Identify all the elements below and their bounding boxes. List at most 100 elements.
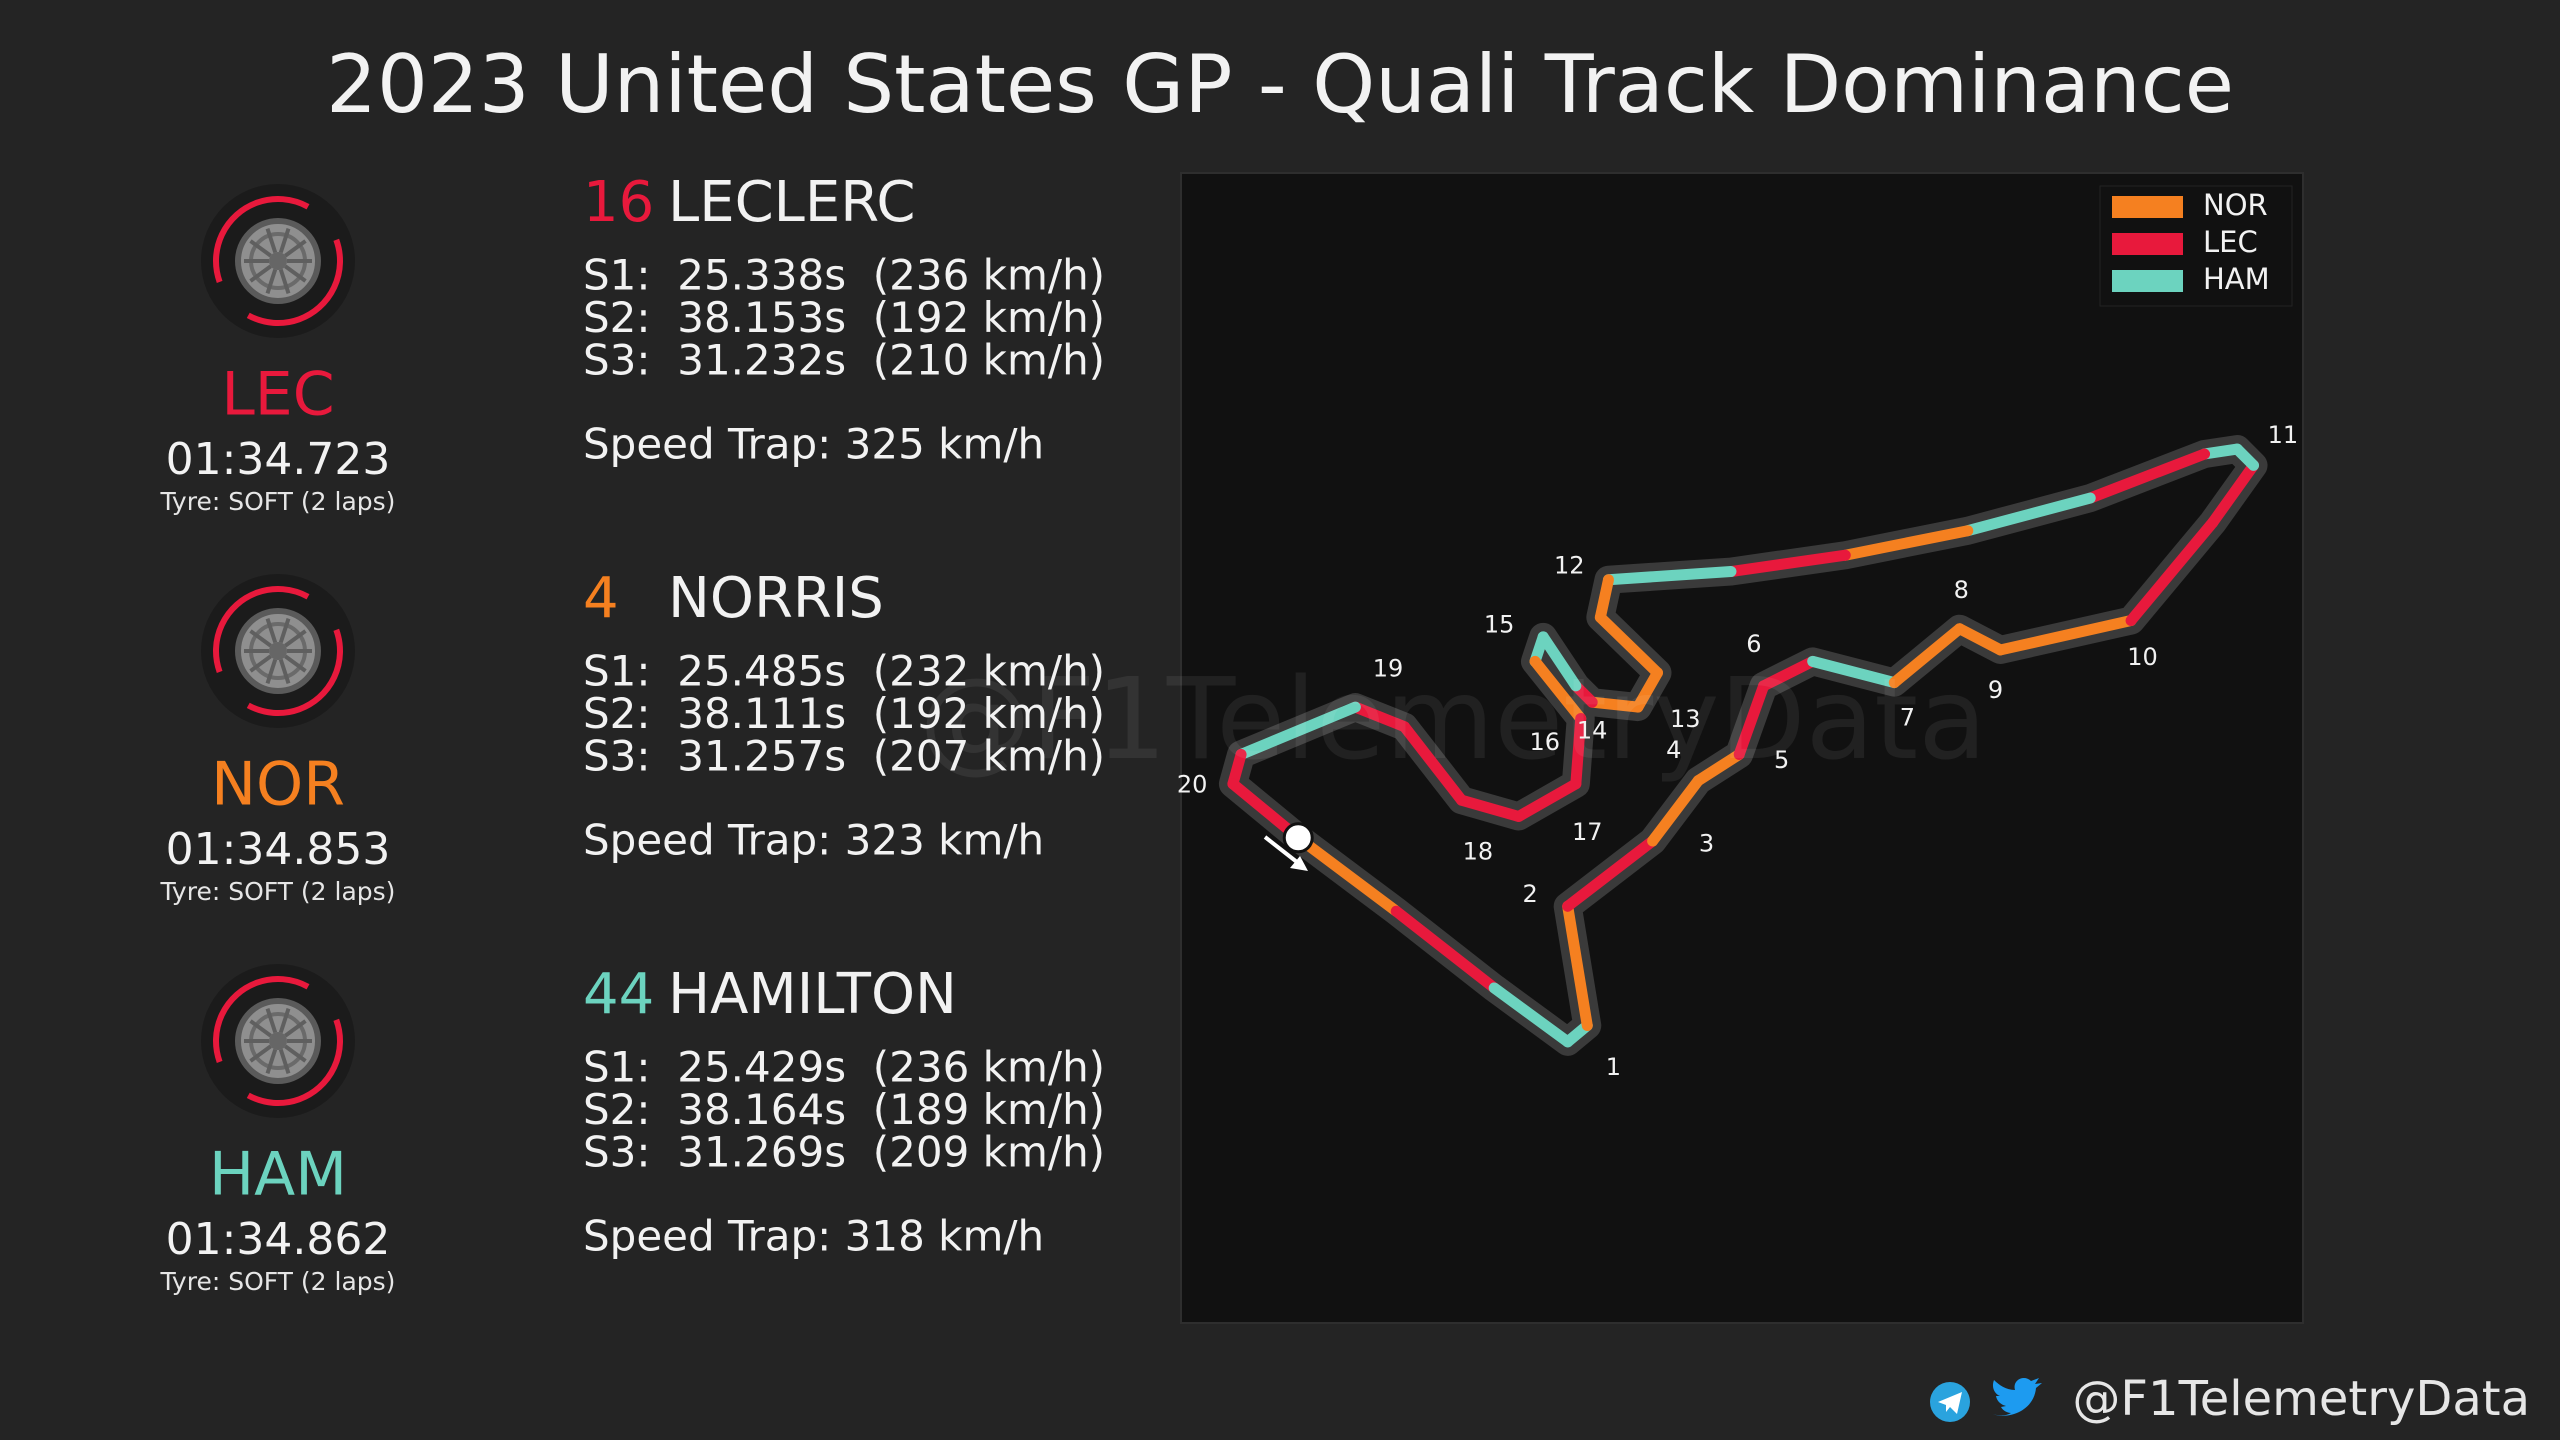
legend-label: HAM	[2203, 262, 2270, 296]
tyre-info: Tyre: SOFT (2 laps)	[160, 1267, 396, 1296]
tyre-spoke	[249, 239, 272, 258]
tyre-spoke	[265, 618, 278, 644]
legend-swatch	[2112, 196, 2183, 218]
sector-line: S2: 38.111s (192 km/h)	[583, 689, 1105, 738]
track-segment	[1725, 549, 1851, 578]
tyre-spoke	[278, 658, 291, 684]
track-segment	[2207, 459, 2260, 529]
driver-number: 16	[583, 170, 654, 235]
track-segment	[2084, 448, 2211, 504]
start-marker	[1282, 822, 1314, 854]
track-segment	[1513, 778, 1582, 822]
driver-code: HAM	[209, 1140, 347, 1210]
tyre-spoke	[249, 1044, 272, 1063]
sector-line: S1: 25.338s (236 km/h)	[583, 251, 1105, 300]
track-segment	[1632, 667, 1663, 713]
driver-name: LECLERC	[668, 170, 916, 235]
corner-label: 5	[1774, 746, 1789, 774]
track-segment	[1398, 721, 1468, 806]
title: 2023 United States GP - Quali Track Domi…	[326, 38, 2234, 131]
track-segment	[1994, 615, 2137, 656]
corner-label: 13	[1670, 705, 1701, 733]
track-segment	[1839, 525, 1974, 561]
corner-label: 16	[1530, 728, 1561, 756]
sector-line: S2: 38.164s (189 km/h)	[583, 1085, 1105, 1134]
corner-label: 4	[1666, 736, 1681, 764]
tyre-spoke	[278, 618, 291, 644]
track-segment	[1962, 492, 2096, 537]
tyre-spoke	[284, 239, 307, 258]
corner-label: 14	[1577, 717, 1608, 745]
track-segment	[1562, 835, 1659, 912]
track-segment	[1537, 631, 1582, 692]
driver-name: HAMILTON	[668, 962, 957, 1027]
tyre-spoke	[265, 1008, 278, 1034]
sector-line: S1: 25.485s (232 km/h)	[583, 647, 1105, 696]
tyre-spoke	[284, 629, 307, 648]
speed-trap: Speed Trap: 323 km/h	[583, 816, 1044, 865]
driver-number: 44	[583, 962, 654, 1027]
corner-label: 12	[1554, 552, 1585, 580]
tyre-icon	[201, 184, 355, 338]
tyre-spoke	[249, 1019, 272, 1038]
tyre-icon	[201, 964, 355, 1118]
tyre-info: Tyre: SOFT (2 laps)	[160, 487, 396, 516]
tyre-band	[213, 586, 343, 716]
tyre-spoke	[265, 268, 278, 294]
corner-label: 6	[1746, 630, 1761, 658]
corner-label: 19	[1373, 655, 1404, 683]
footer-handle: @F1TelemetryData	[2072, 1371, 2530, 1427]
tyre-center	[269, 252, 287, 270]
tyre-spoke	[278, 268, 291, 294]
legend-swatch	[2112, 233, 2183, 255]
corner-label: 10	[2127, 643, 2158, 671]
sector-line: S1: 25.429s (236 km/h)	[583, 1043, 1105, 1092]
tyre-band	[213, 976, 343, 1106]
lap-time: 01:34.853	[166, 824, 391, 875]
tyre-center	[269, 1032, 287, 1050]
corner-label: 7	[1900, 704, 1915, 732]
track-segment	[1570, 713, 1587, 790]
driver-code: LEC	[221, 360, 334, 430]
track-segment	[1349, 701, 1410, 733]
corner-label: 1	[1606, 1053, 1621, 1081]
driver-code: NOR	[211, 750, 345, 820]
corner-label: 8	[1954, 576, 1969, 604]
track-segment	[1758, 655, 1819, 692]
telegram-plane	[1938, 1392, 1962, 1414]
twitter-icon	[1992, 1377, 2042, 1416]
sector-line: S3: 31.257s (207 km/h)	[583, 732, 1105, 781]
track-segment	[1692, 748, 1745, 787]
track-segment	[1235, 701, 1361, 760]
legend-label: NOR	[2203, 188, 2268, 222]
tyre-spoke	[284, 654, 307, 673]
track-segment	[1562, 900, 1593, 1032]
tyre-band	[213, 196, 343, 326]
tyre-spoke	[249, 654, 272, 673]
sector-line: S2: 38.153s (192 km/h)	[583, 293, 1105, 342]
tyre-spoke	[284, 264, 307, 283]
corner-label: 18	[1463, 837, 1494, 865]
tyre-icon	[201, 574, 355, 728]
speed-trap: Speed Trap: 318 km/h	[583, 1212, 1044, 1261]
legend-label: LEC	[2203, 225, 2258, 259]
tyre-spoke	[265, 658, 278, 684]
sector-line: S3: 31.232s (210 km/h)	[583, 336, 1105, 385]
corner-label: 20	[1177, 770, 1208, 798]
tyre-spoke	[278, 1008, 291, 1034]
tyre-info: Tyre: SOFT (2 laps)	[160, 877, 396, 906]
track-segment	[1733, 680, 1770, 760]
track-segment	[1488, 982, 1574, 1048]
corner-label: 11	[2268, 421, 2299, 449]
track-segment	[1594, 611, 1663, 679]
tyre-spoke	[265, 228, 278, 254]
track-segment	[2125, 517, 2219, 627]
lap-time: 01:34.862	[166, 1214, 391, 1265]
legend-swatch	[2112, 270, 2183, 292]
track-segment	[1292, 832, 1402, 917]
track-segment	[1594, 574, 1615, 623]
sector-line: S3: 31.269s (209 km/h)	[583, 1128, 1105, 1177]
corner-label: 9	[1988, 676, 2003, 704]
tyre-spoke	[278, 228, 291, 254]
